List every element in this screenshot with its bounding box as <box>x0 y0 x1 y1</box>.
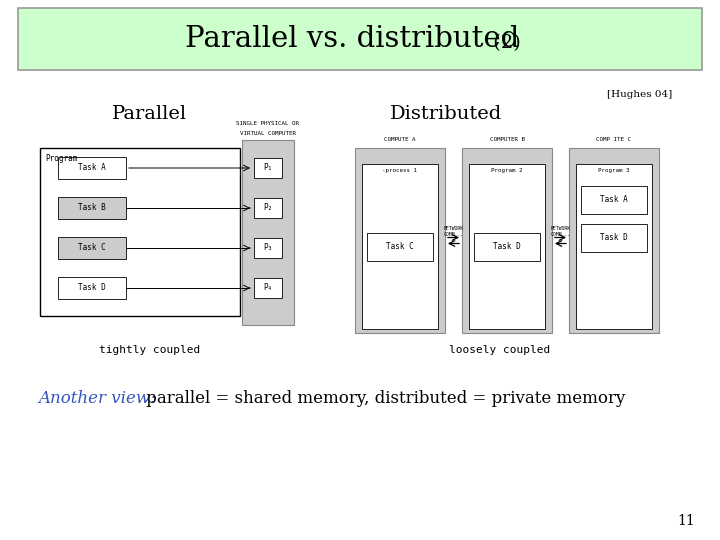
Text: parallel = shared memory, distributed = private memory: parallel = shared memory, distributed = … <box>141 390 626 407</box>
Text: NETWORK
COMM...: NETWORK COMM... <box>550 226 570 237</box>
Bar <box>254 158 282 178</box>
Text: Program: Program <box>45 154 77 163</box>
Bar <box>569 148 659 333</box>
Text: VIRTUAL COMPUTER: VIRTUAL COMPUTER <box>240 131 296 136</box>
Text: tightly coupled: tightly coupled <box>99 345 201 355</box>
Text: NETWORK
COMM...: NETWORK COMM... <box>444 226 464 237</box>
Bar <box>40 148 240 316</box>
Bar <box>254 198 282 218</box>
Bar <box>254 278 282 298</box>
Bar <box>362 164 438 329</box>
Bar <box>367 233 433 260</box>
Text: COMPUTER B: COMPUTER B <box>490 137 524 142</box>
Bar <box>58 197 126 219</box>
Text: P₄: P₄ <box>264 284 273 293</box>
Bar <box>18 8 702 70</box>
Text: Distributed: Distributed <box>390 105 503 123</box>
Bar <box>58 237 126 259</box>
Text: Task C: Task C <box>78 244 106 253</box>
Text: Task C: Task C <box>386 242 414 251</box>
Bar <box>469 164 545 329</box>
Text: Task D: Task D <box>78 284 106 293</box>
Text: (2): (2) <box>487 34 521 52</box>
Bar <box>242 140 294 325</box>
Bar <box>581 224 647 252</box>
Bar <box>254 238 282 258</box>
Text: Another view:: Another view: <box>38 390 156 407</box>
Bar <box>58 157 126 179</box>
Text: -process 1: -process 1 <box>382 168 418 173</box>
Text: 11: 11 <box>678 514 695 528</box>
Text: loosely coupled: loosely coupled <box>449 345 551 355</box>
Bar <box>462 148 552 333</box>
Text: P₂: P₂ <box>264 204 273 213</box>
Text: Task A: Task A <box>600 195 628 205</box>
Text: P₁: P₁ <box>264 164 273 172</box>
Bar <box>355 148 445 333</box>
Text: Task B: Task B <box>78 204 106 213</box>
Text: Program 3: Program 3 <box>598 168 630 173</box>
Text: Task D: Task D <box>600 233 628 242</box>
Text: [Hughes 04]: [Hughes 04] <box>607 90 672 99</box>
Text: P₃: P₃ <box>264 244 273 253</box>
Text: COMPUTE A: COMPUTE A <box>384 137 415 142</box>
Text: Program 2: Program 2 <box>491 168 523 173</box>
Bar <box>576 164 652 329</box>
Text: Parallel: Parallel <box>112 105 187 123</box>
Text: Task D: Task D <box>493 242 521 251</box>
Bar <box>58 277 126 299</box>
Text: Parallel vs. distributed: Parallel vs. distributed <box>185 25 519 53</box>
Text: SINGLE PHYSICAL OR: SINGLE PHYSICAL OR <box>236 121 300 126</box>
Bar <box>581 186 647 214</box>
Bar <box>474 233 540 260</box>
Text: Task A: Task A <box>78 164 106 172</box>
Text: COMP ITE C: COMP ITE C <box>596 137 631 142</box>
